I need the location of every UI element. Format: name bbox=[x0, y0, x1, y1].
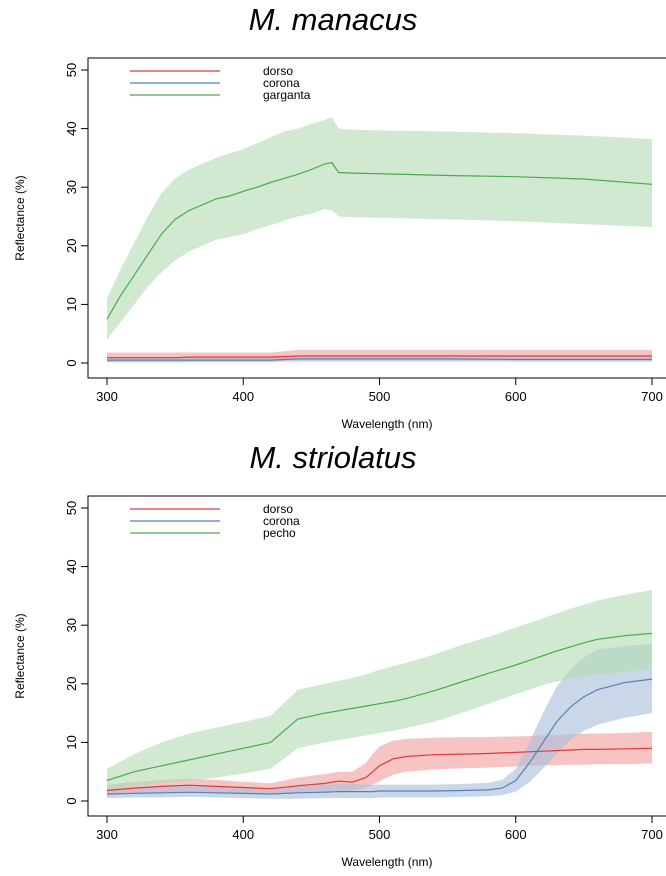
series-band-garganta bbox=[107, 116, 652, 340]
x-tick-label: 600 bbox=[505, 389, 527, 404]
y-tick-label: 20 bbox=[64, 677, 79, 691]
x-tick-label: 400 bbox=[232, 827, 254, 842]
chart-title: M. manacus bbox=[248, 2, 418, 37]
chart-title: M. striolatus bbox=[249, 440, 417, 475]
x-tick-label: 700 bbox=[641, 827, 663, 842]
legend-label: corona bbox=[263, 514, 300, 528]
y-tick-label: 20 bbox=[64, 239, 79, 253]
legend-label: garganta bbox=[263, 88, 311, 102]
chart-panel-striolatus: M. striolatus 300 400 500 600 700 0 10 20 30 40 50… bbox=[0, 438, 666, 876]
y-tick-label: 50 bbox=[64, 501, 79, 515]
series-band-pecho bbox=[107, 590, 652, 793]
y-tick-label: 10 bbox=[64, 297, 79, 311]
y-tick-label: 40 bbox=[64, 121, 79, 135]
x-tick-label: 300 bbox=[96, 389, 118, 404]
x-tick-label: 500 bbox=[369, 389, 391, 404]
x-tick-label: 500 bbox=[369, 827, 391, 842]
series-line-dorso bbox=[106, 747, 653, 792]
y-tick-label: 40 bbox=[64, 559, 79, 573]
chart-manacus: 300 400 500 600 700 0 10 20 30 40 50 Wavelength (nm… bbox=[13, 57, 666, 431]
x-tick-label: 700 bbox=[641, 389, 663, 404]
series-line-corona bbox=[106, 678, 653, 795]
y-tick-label: 30 bbox=[64, 180, 79, 194]
x-axis-label: Wavelength (nm) bbox=[342, 855, 433, 869]
x-axis-label: Wavelength (nm) bbox=[342, 417, 433, 431]
series-band-dorso bbox=[107, 731, 652, 796]
x-tick-label: 300 bbox=[96, 827, 118, 842]
chart-striolatus: 300 400 500 600 700 0 10 20 30 40 50 Wavelength (nm… bbox=[13, 495, 666, 869]
legend-label: dorso bbox=[263, 502, 293, 516]
y-tick-label: 0 bbox=[64, 359, 79, 366]
series-line-dorso bbox=[107, 355, 652, 359]
chart-panel-manacus: M. manacus 300 400 500 600 700 0 10 20 30 40 50 Wav… bbox=[13, 2, 666, 431]
x-tick-label: 600 bbox=[505, 827, 527, 842]
series-line-pecho bbox=[106, 632, 653, 782]
legend-label: pecho bbox=[263, 526, 296, 540]
legend-label: dorso bbox=[263, 64, 293, 78]
y-axis-label: Reflectance (%) bbox=[13, 613, 27, 698]
series-line-garganta bbox=[106, 161, 653, 320]
y-tick-label: 50 bbox=[64, 63, 79, 77]
y-axis-label: Reflectance (%) bbox=[13, 175, 27, 260]
y-tick-label: 0 bbox=[64, 797, 79, 804]
series-line-corona bbox=[107, 358, 652, 361]
legend-label: corona bbox=[263, 76, 300, 90]
y-tick-label: 30 bbox=[64, 618, 79, 632]
x-tick-label: 400 bbox=[232, 389, 254, 404]
y-tick-label: 10 bbox=[64, 735, 79, 749]
